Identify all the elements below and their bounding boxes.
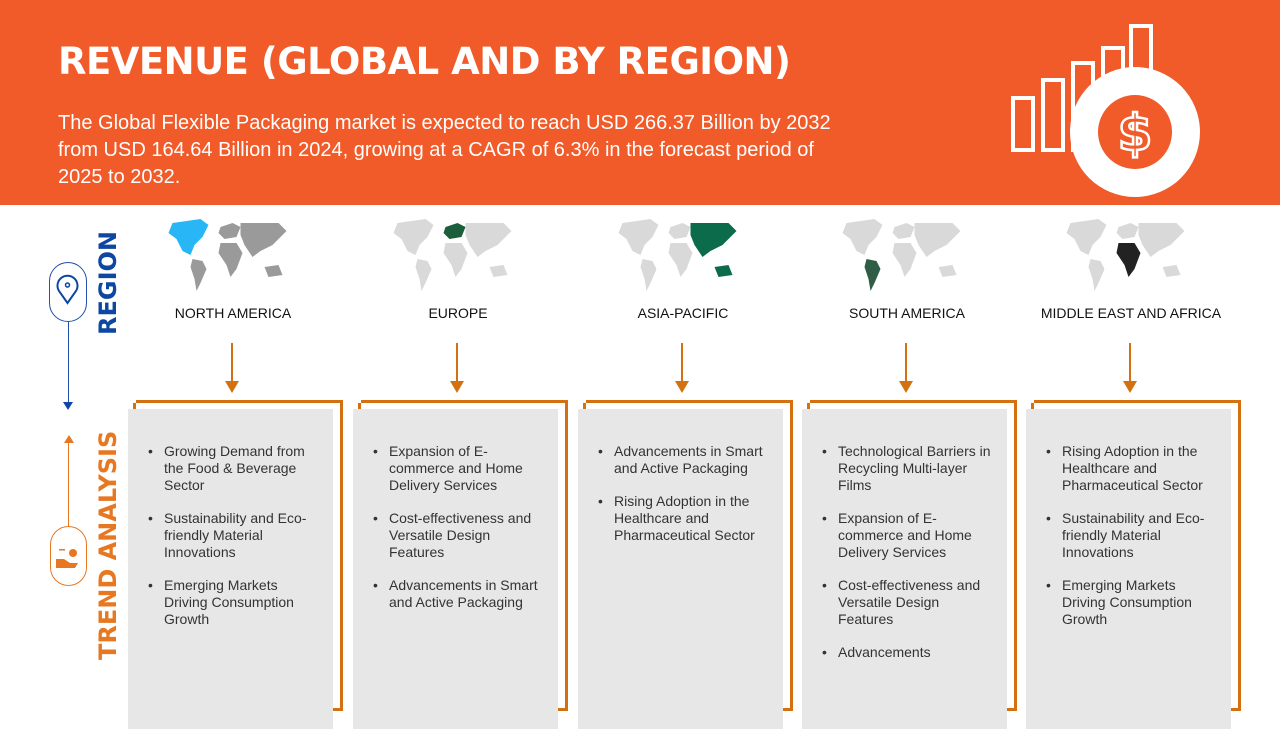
down-arrow-icon [899,343,913,393]
trend-arrow-head [64,435,74,443]
map-na [168,219,209,255]
map-eu [1116,223,1139,239]
trend-item: Cost-effectiveness and Versatile Design … [373,510,544,561]
trend-card: Expansion of E-commerce and Home Deliver… [353,409,558,729]
world-map-icon [1066,219,1185,291]
world-map-icon [168,219,287,291]
trend-item: Growing Demand from the Food & Beverage … [148,443,319,494]
map-af [1116,243,1141,277]
map-na [618,219,659,255]
trend-item: Cost-effectiveness and Versatile Design … [822,577,993,628]
trend-card: Technological Barriers in Recycling Mult… [802,409,1007,729]
region-name: NORTH AMERICA [174,305,292,321]
trend-card: Advancements in Smart and Active Packagi… [578,409,783,729]
trend-item: Emerging Markets Driving Consumption Gro… [148,577,319,628]
map-as [690,223,737,257]
map-af [668,243,693,277]
down-arrow-icon [450,343,464,393]
world-map-icon [618,219,737,291]
header-banner: REVENUE (GLOBAL AND BY REGION) The Globa… [0,0,1280,205]
region-name: SOUTH AMERICA [849,305,965,321]
trend-item: Technological Barriers in Recycling Mult… [822,443,993,494]
trend-item: Rising Adoption in the Healthcare and Ph… [1046,443,1217,494]
map-eu [668,223,691,239]
map-au [489,265,508,277]
map-eu [443,223,466,239]
map-af [218,243,243,277]
map-sa [415,259,432,291]
trend-item: Advancements in Smart and Active Packagi… [373,577,544,611]
trend-item: Expansion of E-commerce and Home Deliver… [373,443,544,494]
down-arrow-icon [225,343,239,393]
trend-arrow-line [68,442,69,526]
trend-item: Expansion of E-commerce and Home Deliver… [822,510,993,561]
map-af [892,243,917,277]
map-na [842,219,883,255]
world-map-icon [393,219,512,291]
map-as [465,223,512,257]
trend-item: Sustainability and Eco-friendly Material… [148,510,319,561]
trend-item: Rising Adoption in the Healthcare and Ph… [598,493,769,544]
map-af [443,243,468,277]
revenue-bar-chart-dollar-icon: $ [1011,24,1200,197]
map-au [264,265,283,277]
map-sa [640,259,657,291]
region-marker [49,262,87,322]
page-title: REVENUE (GLOBAL AND BY REGION) [58,40,791,83]
trend-card: Rising Adoption in the Healthcare and Ph… [1026,409,1231,729]
region-name: ASIA-PACIFIC [637,305,729,321]
location-pin-icon [56,274,79,305]
region-arrow-head [63,402,73,410]
down-arrow-icon [1123,343,1137,393]
map-au [1162,265,1181,277]
map-sa [864,259,881,291]
hand-coin-icon [56,549,78,568]
map-eu [892,223,915,239]
map-as [914,223,961,257]
region-label: REGION [94,231,122,335]
map-au [714,265,733,277]
map-as [240,223,287,257]
trend-card: Growing Demand from the Food & Beverage … [128,409,333,729]
down-arrow-icon [675,343,689,393]
region-arrow-line [68,322,69,404]
map-sa [1088,259,1105,291]
map-eu [218,223,241,239]
world-map-icon [842,219,961,291]
trend-item: Emerging Markets Driving Consumption Gro… [1046,577,1217,628]
map-as [1138,223,1185,257]
trend-analysis-label: TREND ANALYSIS [94,430,122,660]
svg-text:$: $ [1118,104,1153,162]
market-summary: The Global Flexible Packaging market is … [58,112,831,188]
trend-item: Sustainability and Eco-friendly Material… [1046,510,1217,561]
trend-item: Advancements in Smart and Active Packagi… [598,443,769,477]
map-na [393,219,434,255]
map-na [1066,219,1107,255]
region-name: EUROPE [428,305,488,321]
region-name: MIDDLE EAST AND AFRICA [1040,305,1222,321]
map-au [938,265,957,277]
map-sa [190,259,207,291]
trend-item: Advancements [822,644,993,661]
trend-marker [50,526,87,586]
